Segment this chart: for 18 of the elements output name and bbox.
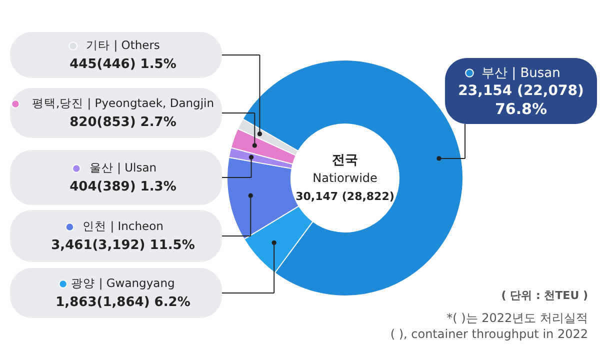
text: ( 단위 : 천TEU ) — [501, 289, 588, 302]
legend-label: 울산 | Ulsan — [89, 160, 157, 174]
legend-label: 부산 | Busan — [482, 66, 560, 81]
data-label: 445(446) 1.5% — [70, 57, 176, 72]
legend-label: 광양 | Gwangyang — [71, 276, 175, 290]
text: *( )는 2022년도 처리실적 — [446, 311, 588, 325]
data-label: 404(389) 1.3% — [70, 180, 176, 194]
data-label: 3,461(3,192) 11.5% — [51, 238, 195, 253]
data-label: 820(853) 2.7% — [70, 115, 176, 130]
text: Natiorwide — [312, 171, 378, 185]
legend-label: 인천 | Incheon — [82, 219, 164, 233]
text: 전국 — [332, 153, 358, 168]
legend-label: 기타 | Others — [86, 38, 160, 52]
legend-label: 평택,당진 | Pyeongtaek, Dangjin — [32, 96, 214, 110]
data-label: 1,863(1,864) 6.2% — [56, 295, 190, 310]
data-label: 23,154 (22,078) 76.8% — [458, 83, 584, 118]
text: 30,147 (28,822) — [296, 190, 394, 203]
text: ( ), container throughput in 2022 — [390, 327, 588, 341]
